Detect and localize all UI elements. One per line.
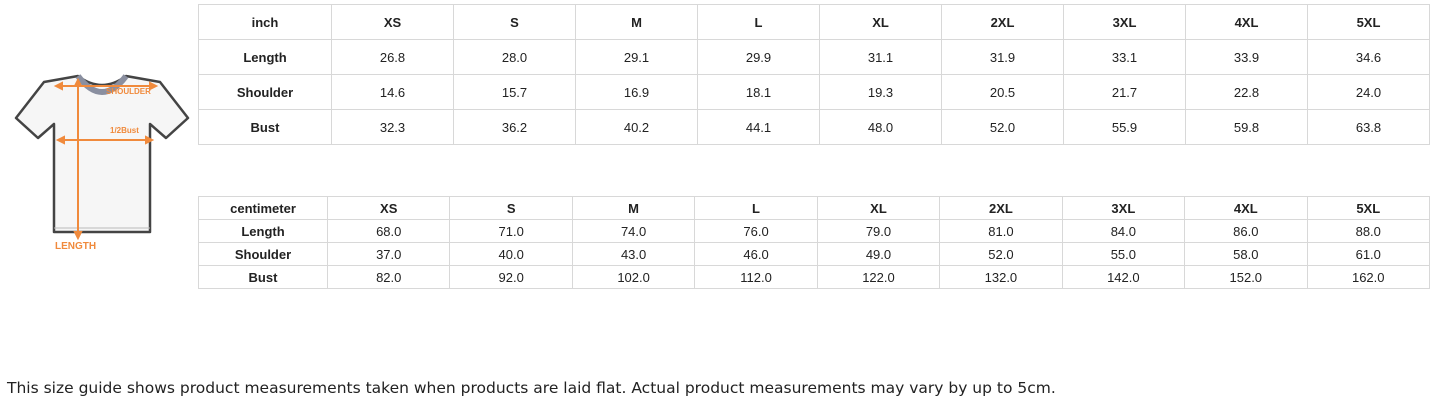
column-header: L: [694, 196, 818, 220]
table-cell: 76.0: [694, 219, 818, 243]
table-row: Shoulder 14.6 15.7 16.9 18.1 19.3 20.5 21.7 22.8…: [198, 74, 1430, 110]
table-cell: 21.7: [1063, 74, 1186, 110]
column-header: S: [449, 196, 573, 220]
row-label: Length: [198, 219, 328, 243]
shoulder-label: SHOULDER: [106, 87, 151, 96]
column-header: XS: [326, 196, 451, 220]
column-header: 5XL: [1307, 4, 1430, 40]
row-label: Bust: [198, 265, 328, 289]
table-cell: 43.0: [571, 242, 696, 266]
bust-label: 1/2Bust: [110, 126, 139, 135]
table-cell: 31.9: [941, 39, 1064, 75]
table-cell: 152.0: [1184, 265, 1308, 289]
table-cell: 132.0: [939, 265, 1063, 289]
column-header: 4XL: [1184, 196, 1308, 220]
table-cell: 102.0: [571, 265, 696, 289]
table-cell: 32.3: [331, 109, 454, 145]
table-cell: 26.8: [331, 39, 454, 75]
table-cell: 142.0: [1061, 265, 1186, 289]
table-cell: 22.8: [1185, 74, 1308, 110]
table-cell: 92.0: [449, 265, 573, 289]
header-row: inch XS S M L XL 2XL 3XL 4XL 5XL: [198, 4, 1430, 40]
length-label: LENGTH: [55, 241, 96, 252]
table-cell: 46.0: [694, 242, 818, 266]
table-cell: 55.9: [1063, 109, 1186, 145]
column-header: 3XL: [1061, 196, 1186, 220]
table-cell: 31.1: [819, 39, 942, 75]
row-label: Bust: [198, 109, 332, 145]
table-cell: 20.5: [941, 74, 1064, 110]
table-cell: 84.0: [1061, 219, 1186, 243]
table-cell: 14.6: [331, 74, 454, 110]
column-header: S: [453, 4, 576, 40]
table-cell: 44.1: [697, 109, 820, 145]
column-header: XL: [819, 4, 942, 40]
table-cell: 48.0: [819, 109, 942, 145]
table-cell: 68.0: [326, 219, 451, 243]
table-cell: 37.0: [326, 242, 451, 266]
table-row: Bust 82.0 92.0 102.0 112.0 122.0 132.0 142.0 152…: [198, 265, 1430, 289]
table-cell: 52.0: [939, 242, 1063, 266]
inch-size-table: inch XS S M L XL 2XL 3XL 4XL 5XL Length 26.8 28.0 29.…: [198, 4, 1430, 145]
tshirt-diagram: SHOULDER 1/2Bust LENGTH: [14, 74, 190, 252]
row-label: Shoulder: [198, 74, 332, 110]
table-cell: 52.0: [941, 109, 1064, 145]
table-cell: 58.0: [1184, 242, 1308, 266]
table-row: Length 26.8 28.0 29.1 29.9 31.1 31.9 33.1 33.9 34…: [198, 39, 1430, 75]
table-cell: 33.1: [1063, 39, 1186, 75]
column-header: M: [575, 4, 698, 40]
column-header: M: [571, 196, 696, 220]
table-cell: 82.0: [326, 265, 451, 289]
row-label: Length: [198, 39, 332, 75]
column-header: 4XL: [1185, 4, 1308, 40]
table-cell: 28.0: [453, 39, 576, 75]
table-cell: 61.0: [1306, 242, 1430, 266]
column-header: XL: [816, 196, 941, 220]
table-cell: 16.9: [575, 74, 698, 110]
column-header: 3XL: [1063, 4, 1186, 40]
table-row: Length 68.0 71.0 74.0 76.0 79.0 81.0 84.0 86.0 88…: [198, 219, 1430, 243]
table-cell: 162.0: [1306, 265, 1430, 289]
table-cell: 112.0: [694, 265, 818, 289]
column-header: 2XL: [941, 4, 1064, 40]
table-cell: 19.3: [819, 74, 942, 110]
table-cell: 36.2: [453, 109, 576, 145]
table-cell: 49.0: [816, 242, 941, 266]
table-cell: 18.1: [697, 74, 820, 110]
table-cell: 81.0: [939, 219, 1063, 243]
table-cell: 63.8: [1307, 109, 1430, 145]
table-cell: 122.0: [816, 265, 941, 289]
header-row: centimeter XS S M L XL 2XL 3XL 4XL 5XL: [198, 196, 1430, 220]
table-cell: 40.0: [449, 242, 573, 266]
column-header: centimeter: [198, 196, 328, 220]
table-cell: 34.6: [1307, 39, 1430, 75]
table-cell: 71.0: [449, 219, 573, 243]
row-label: Shoulder: [198, 242, 328, 266]
table-cell: 15.7: [453, 74, 576, 110]
column-header: L: [697, 4, 820, 40]
column-header: 2XL: [939, 196, 1063, 220]
size-guide-note: This size guide shows product measuremen…: [7, 379, 1056, 397]
table-cell: 40.2: [575, 109, 698, 145]
table-cell: 29.9: [697, 39, 820, 75]
table-cell: 88.0: [1306, 219, 1430, 243]
centimeter-size-table: centimeter XS S M L XL 2XL 3XL 4XL 5XL Length 68.0 7…: [198, 196, 1430, 289]
column-header: 5XL: [1306, 196, 1430, 220]
table-cell: 33.9: [1185, 39, 1308, 75]
column-header: XS: [331, 4, 454, 40]
table-row: Shoulder 37.0 40.0 43.0 46.0 49.0 52.0 55.0 58.0…: [198, 242, 1430, 266]
table-cell: 74.0: [571, 219, 696, 243]
table-cell: 24.0: [1307, 74, 1430, 110]
table-cell: 86.0: [1184, 219, 1308, 243]
table-cell: 55.0: [1061, 242, 1186, 266]
table-cell: 79.0: [816, 219, 941, 243]
column-header: inch: [198, 4, 332, 40]
table-cell: 29.1: [575, 39, 698, 75]
table-cell: 59.8: [1185, 109, 1308, 145]
table-row: Bust 32.3 36.2 40.2 44.1 48.0 52.0 55.9 59.8 63.8: [198, 109, 1430, 145]
